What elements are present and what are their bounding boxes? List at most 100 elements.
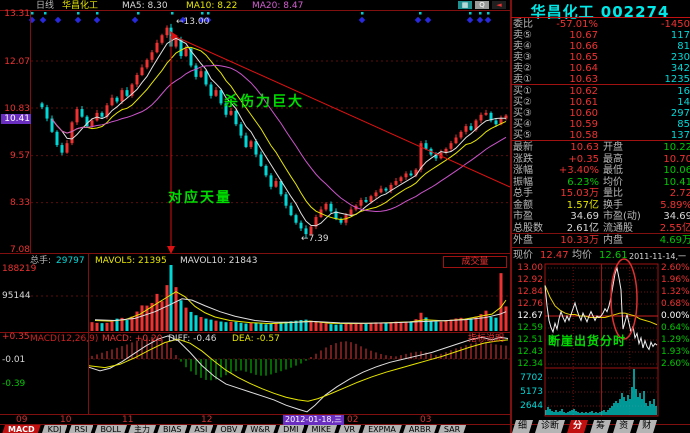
indicator-tab-mike[interactable]: MIKE <box>305 425 337 433</box>
order-price: 10.64 <box>569 63 598 74</box>
order-level-label: 买② <box>513 97 532 108</box>
right-tab-资[interactable]: 资 <box>613 420 634 433</box>
annotation-cliff-selling: 断崖出货分时 <box>548 334 627 348</box>
order-volume: 1235 <box>664 74 690 85</box>
order-price: 10.63 <box>569 74 598 85</box>
minute-price-label: 12.51 <box>517 335 543 345</box>
order-level-label: 卖② <box>513 63 532 74</box>
order-volume: 14 <box>677 97 690 108</box>
minute-price-label: 12.84 <box>517 287 543 297</box>
info-value: 2.61亿 <box>566 222 599 234</box>
price-pane[interactable] <box>31 10 510 253</box>
minute-price-label: 12.43 <box>517 347 543 357</box>
indicator-tab-obv[interactable]: OBV <box>214 425 243 433</box>
divider <box>0 332 510 333</box>
indicator-tab-vr[interactable]: VR <box>338 425 361 433</box>
order-volume: 81 <box>677 41 690 52</box>
macd-value: MACD: +0.20 <box>102 334 163 344</box>
macd-pane[interactable] <box>88 332 510 414</box>
minute-price-label: 12.59 <box>517 323 543 333</box>
indicator-tab-主力[interactable]: 主力 <box>128 425 156 433</box>
trough-price-callout: ←7.39 <box>301 234 329 244</box>
right-tab-细[interactable]: 细 <box>512 420 533 433</box>
info-label: 金额 <box>513 199 533 211</box>
annotation-kill-power: 杀伤力巨大 <box>224 94 304 110</box>
divider <box>30 10 31 253</box>
diff-value: DIFF: -0.46 <box>168 334 217 344</box>
peak-price-callout: ←13.00 <box>176 17 210 27</box>
indicator-tab-rsi[interactable]: RSI <box>68 425 93 433</box>
dea-value: DEA: -0.57 <box>232 334 280 344</box>
divider <box>511 84 690 85</box>
divider <box>0 10 510 11</box>
minute-price-label: 12.67 <box>517 311 543 321</box>
info-value: 2.55亿 <box>659 222 690 234</box>
indicator-tab-asi[interactable]: ASI <box>188 425 213 433</box>
order-level-label: 委比 <box>513 19 533 30</box>
right-tab-诊断[interactable]: 诊断 <box>535 420 565 433</box>
indicator-tab-kdj[interactable]: KDJ <box>42 425 68 433</box>
price-axis-label: 12.07 <box>4 57 30 67</box>
info-label: 开盘 <box>603 142 623 153</box>
info-value: 34.69 <box>570 211 599 222</box>
indicator-tab-boll[interactable]: BOLL <box>94 425 127 433</box>
magnifier-icon[interactable]: Q <box>475 1 489 9</box>
macd-axis-label: -0.39 <box>2 379 26 389</box>
spot-avg-label: 均价 <box>572 250 592 261</box>
month-label: 02 <box>347 415 359 425</box>
red-arrow-icon[interactable]: ◄ <box>492 1 506 9</box>
grid-icon[interactable]: ▦ <box>458 1 472 9</box>
right-tabbar: 细诊断分筹资财 <box>512 420 659 433</box>
order-volume: 16 <box>677 86 690 97</box>
info-value: 10.22 <box>663 142 690 153</box>
info-value: 10.06 <box>663 165 690 176</box>
order-price: 10.60 <box>569 108 598 119</box>
volume-axis-label: 95144 <box>2 291 31 301</box>
order-level-label: 买① <box>513 86 532 97</box>
minute-percent-label: 1.32% <box>661 287 690 297</box>
indicator-tab-sar[interactable]: SAR <box>438 425 466 433</box>
price-axis-label: 13.31 <box>4 9 30 19</box>
indicator-help-button[interactable]: 指标说明 <box>468 334 505 344</box>
minute-percent-label: 1.93% <box>661 347 690 357</box>
indicator-tab-macd[interactable]: MACD <box>2 425 41 433</box>
info-label: 市盈(动) <box>603 211 641 222</box>
indicator-tab-w&r[interactable]: W&R <box>244 425 276 433</box>
volume-label: 总手: <box>30 256 52 266</box>
right-tab-分[interactable]: 分 <box>567 420 588 433</box>
minute-percent-label: 0.00% <box>661 311 690 321</box>
minute-percent-label: 0.64% <box>661 323 690 333</box>
price-axis-label: 10.83 <box>4 104 30 114</box>
indicator-tab-bias[interactable]: BIAS <box>157 425 187 433</box>
order-price: 10.62 <box>569 86 598 97</box>
indicator-tab-expma[interactable]: EXPMA <box>362 425 402 433</box>
price-axis-label: 8.33 <box>9 198 30 208</box>
order-level-label: 买④ <box>513 119 532 130</box>
order-price: 10.65 <box>569 52 598 63</box>
ma20-value: MA20: 8.47 <box>252 1 304 11</box>
month-label: 12 <box>201 415 213 425</box>
month-label: 09 <box>16 415 28 425</box>
minute-price-label: 12.76 <box>517 299 543 309</box>
right-tab-财[interactable]: 财 <box>636 420 657 433</box>
month-label: 10 <box>60 415 72 425</box>
info-label: 最新 <box>513 142 533 153</box>
volume-indicator-button[interactable]: 成交量 <box>443 256 507 268</box>
info-value: 34.69 <box>663 211 690 222</box>
order-volume: 342 <box>670 63 690 74</box>
right-tab-筹[interactable]: 筹 <box>590 420 611 433</box>
info-label: 量比 <box>603 188 623 199</box>
indicator-tab-dmi[interactable]: DMI <box>277 425 304 433</box>
order-price: -57.01% <box>556 19 598 30</box>
info-label: 换手 <box>603 199 623 211</box>
period-label[interactable]: 日线 <box>36 1 55 11</box>
order-level-label: 卖④ <box>513 41 532 52</box>
indicator-tab-arbr[interactable]: ARBR <box>403 425 437 433</box>
ma5-value: MA5: 8.30 <box>122 1 168 11</box>
info-value: +0.35 <box>568 153 599 165</box>
divider <box>511 17 690 18</box>
info-value: 10.63 <box>570 142 599 153</box>
minute-percent-label: 0.68% <box>661 299 690 309</box>
minute-percent-label: 1.29% <box>661 335 690 345</box>
order-level-label: 买③ <box>513 108 532 119</box>
